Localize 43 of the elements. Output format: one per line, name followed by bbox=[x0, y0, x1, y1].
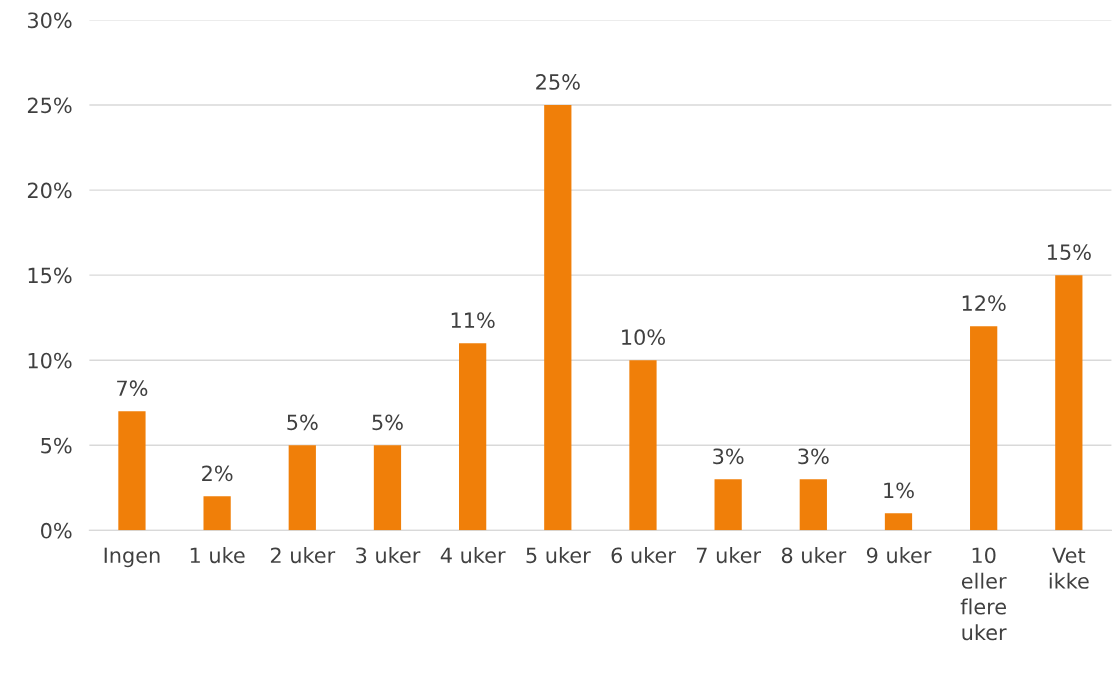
y-tick-label: 25% bbox=[27, 97, 72, 114]
x-tick-label: 10 eller flere uker bbox=[960, 547, 1007, 641]
data-label: 25% bbox=[536, 74, 580, 90]
bar bbox=[629, 360, 657, 531]
x-tick-label: 5 uker bbox=[526, 547, 591, 564]
bar bbox=[459, 343, 487, 531]
data-label: 7% bbox=[117, 380, 148, 397]
y-tick-label: 20% bbox=[27, 182, 72, 199]
data-label: 3% bbox=[713, 448, 744, 465]
data-label: 11% bbox=[451, 312, 495, 329]
x-tick-label: 4 uker bbox=[440, 547, 506, 564]
bar bbox=[714, 479, 742, 531]
data-label: 5% bbox=[372, 414, 403, 431]
data-label: 1% bbox=[884, 482, 914, 499]
bar bbox=[884, 513, 913, 531]
x-tick-label: 1 uke bbox=[190, 547, 245, 564]
x-tick-label: 9 uker bbox=[866, 547, 932, 564]
data-label: 12% bbox=[962, 295, 1006, 312]
bar bbox=[799, 479, 827, 531]
y-tick-label: 5% bbox=[41, 437, 72, 454]
bar bbox=[118, 411, 146, 531]
x-tick-label: 8 uker bbox=[781, 547, 847, 564]
y-tick-label: 10% bbox=[28, 352, 72, 369]
data-label: 15% bbox=[1047, 244, 1091, 260]
data-label: 5% bbox=[287, 414, 318, 431]
y-tick-label: 15% bbox=[28, 267, 72, 284]
bar bbox=[203, 496, 231, 531]
bar bbox=[373, 445, 402, 531]
x-tick-label: 6 uker bbox=[611, 547, 676, 564]
x-tick-label: Vet ikke bbox=[1049, 547, 1089, 589]
x-tick-label: 2 uker bbox=[270, 547, 336, 564]
bar bbox=[970, 326, 998, 531]
data-label: 10% bbox=[622, 329, 665, 346]
data-label: 2% bbox=[202, 465, 233, 482]
y-tick-label: 0% bbox=[41, 522, 72, 539]
bar bbox=[544, 105, 572, 531]
y-tick-label: 30% bbox=[27, 12, 72, 29]
data-label: 3% bbox=[798, 448, 829, 465]
bar bbox=[288, 445, 316, 531]
x-tick-label: 7 uker bbox=[696, 547, 762, 564]
bar bbox=[1055, 275, 1083, 531]
x-tick-label: 3 uker bbox=[356, 547, 421, 564]
x-tick-label: Ingen bbox=[104, 547, 160, 568]
